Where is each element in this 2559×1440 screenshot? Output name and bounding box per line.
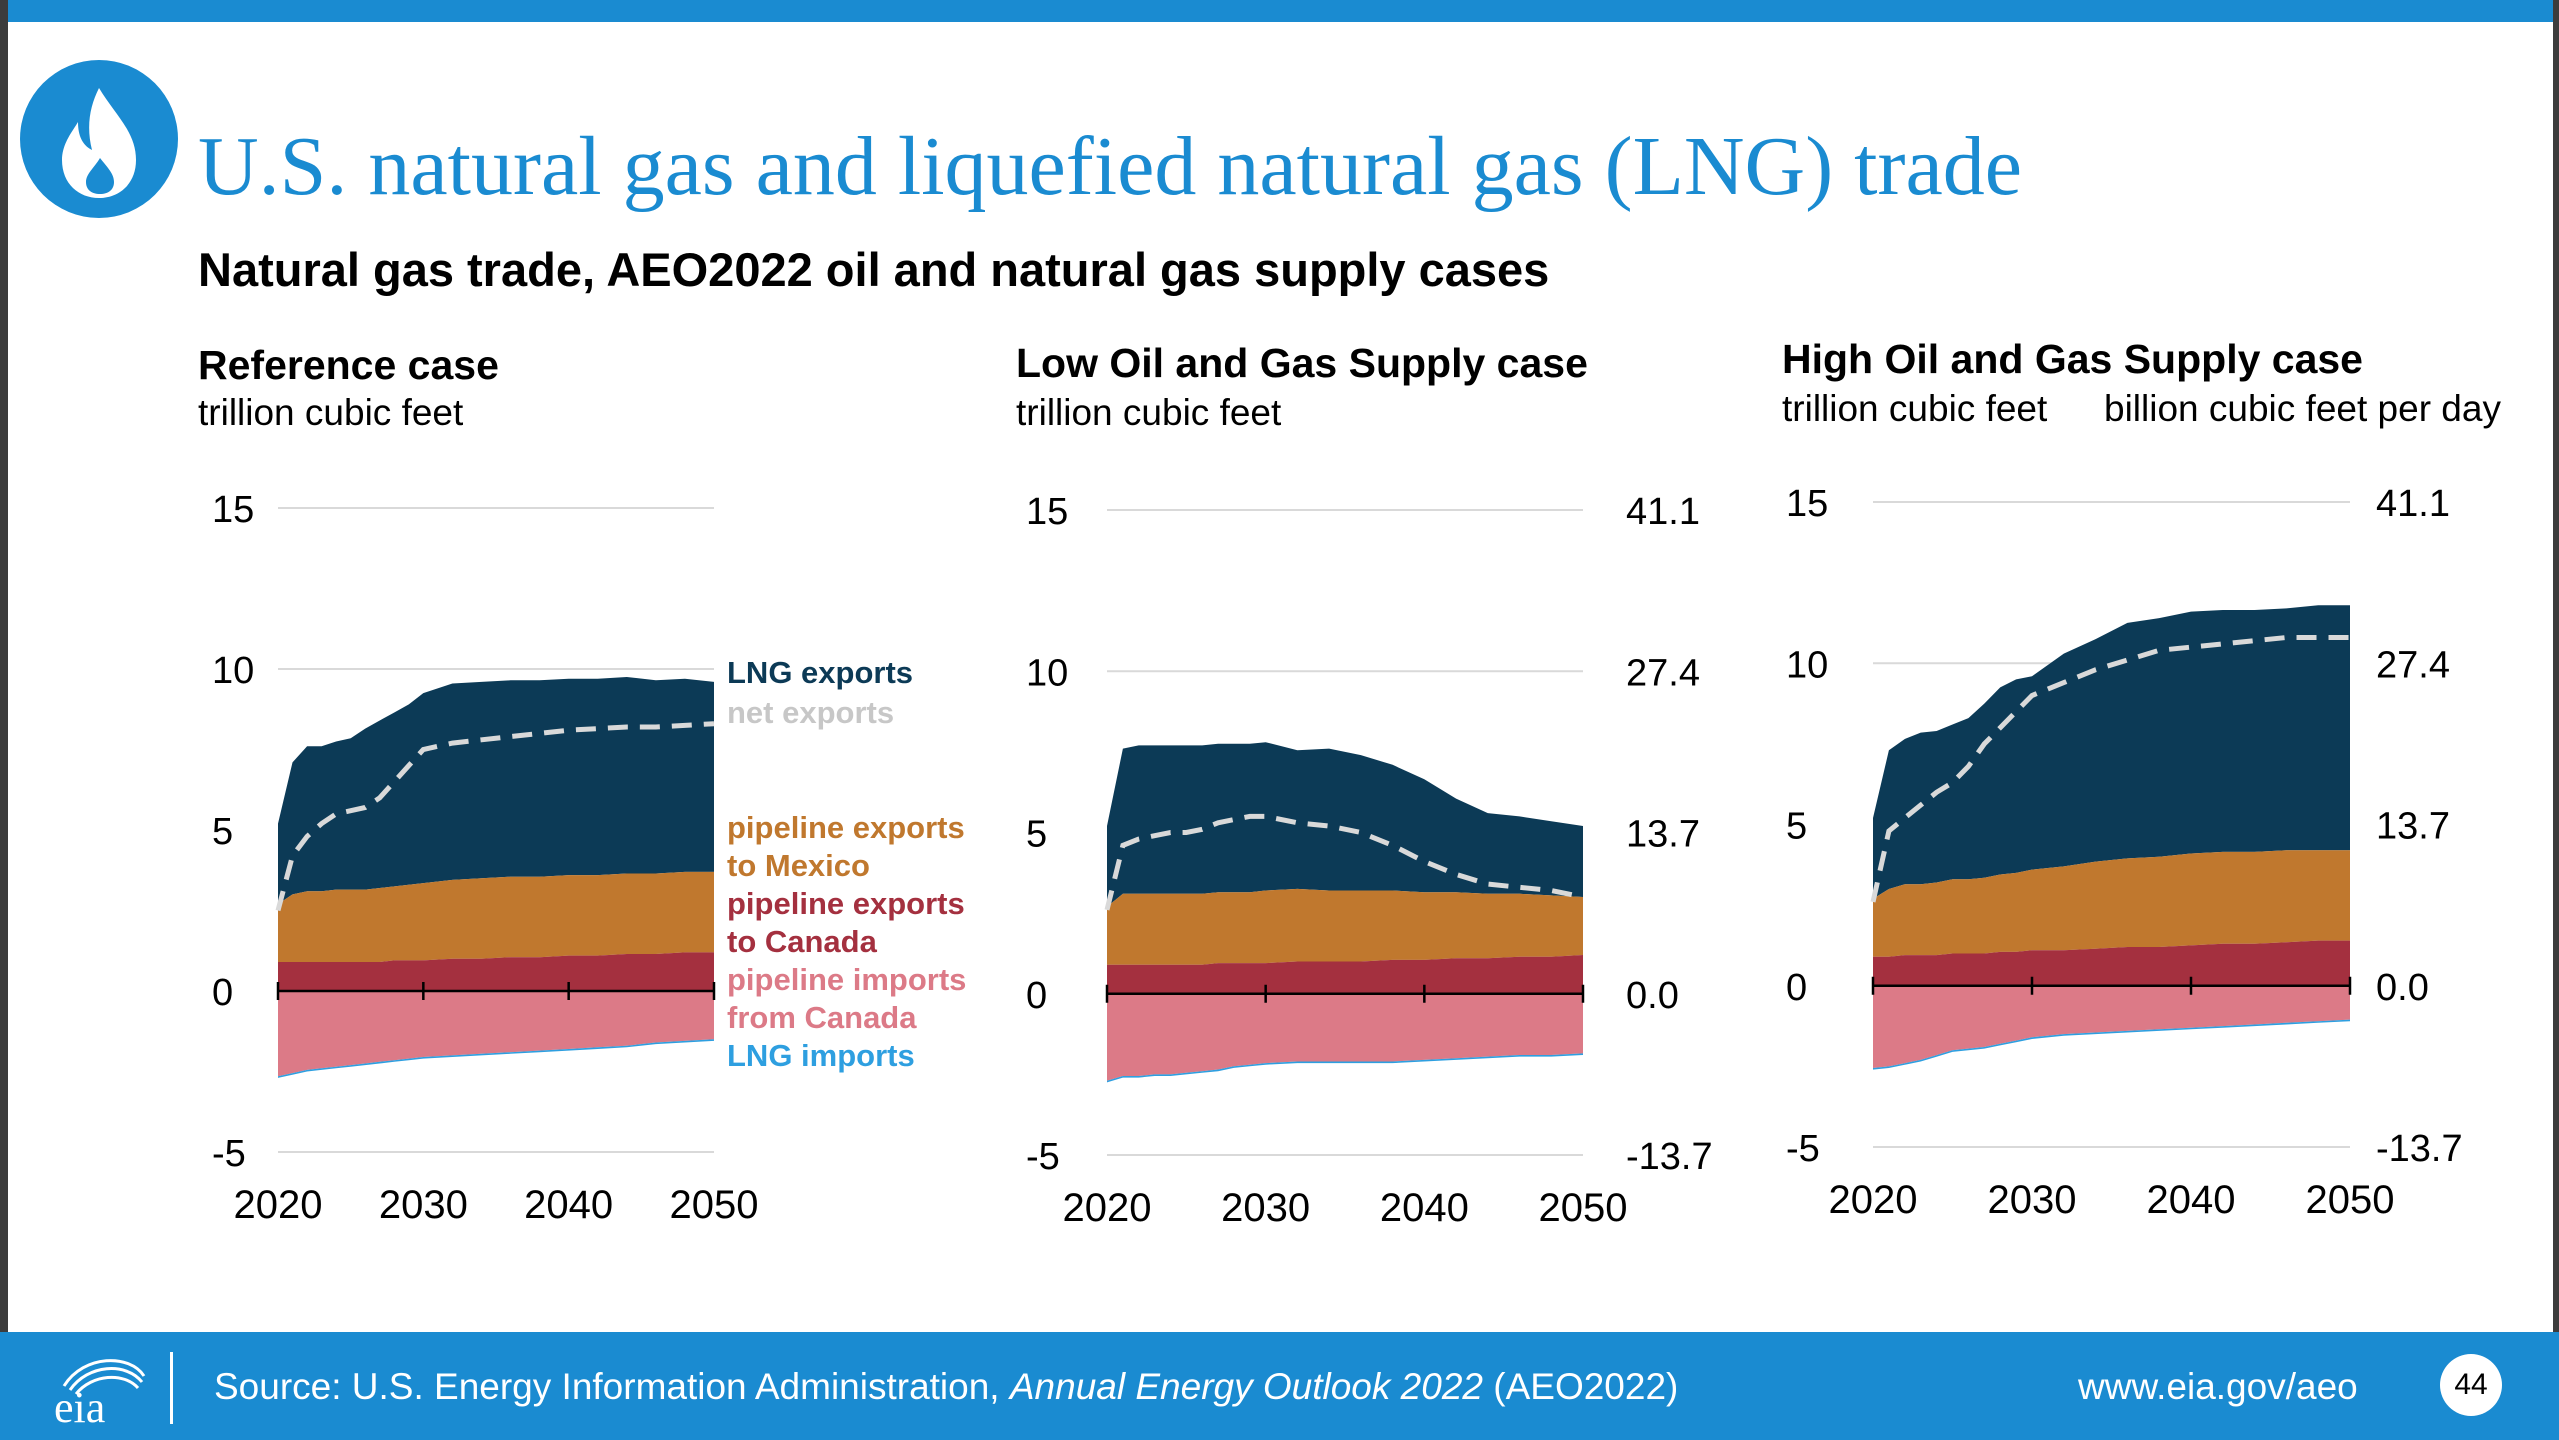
page-subtitle: Natural gas trade, AEO2022 oil and natur… bbox=[198, 243, 1550, 296]
x-tick-label: 2040 bbox=[524, 1183, 613, 1227]
area-lng-exports bbox=[1107, 742, 1583, 907]
legend-label: LNG imports bbox=[727, 1038, 915, 1073]
area-pipeline-exports-mexico bbox=[278, 871, 714, 962]
y-tick-label: 5 bbox=[212, 811, 233, 853]
legend-label: LNG exports bbox=[727, 655, 913, 690]
y-tick-label: 15 bbox=[1786, 483, 1828, 525]
website-link[interactable]: www.eia.gov/aeo bbox=[2078, 1366, 2358, 1407]
chart-panel-1: 15 10 5 0 -5 2020 2030 2040 2050 bbox=[212, 489, 758, 1227]
y-tick-label: -5 bbox=[1026, 1136, 1060, 1178]
area-lng-exports bbox=[1873, 605, 2350, 899]
y-right-tick-label: 13.7 bbox=[2376, 806, 2450, 848]
y-tick-label: 0 bbox=[1786, 967, 1807, 1009]
y-right-tick-label: 41.1 bbox=[1626, 491, 1700, 533]
x-tick-label: 2040 bbox=[2147, 1178, 2236, 1222]
y-right-tick-label: -13.7 bbox=[2376, 1128, 2463, 1170]
line-net-exports bbox=[1870, 635, 2350, 903]
area-pipeline-imports-canada bbox=[278, 991, 714, 1077]
x-tick-label: 2030 bbox=[379, 1183, 468, 1227]
panel-title-reference: Reference case bbox=[198, 342, 499, 388]
legend-label: pipeline exports bbox=[727, 810, 965, 845]
x-tick-label: 2050 bbox=[1539, 1186, 1628, 1230]
chart-panel-2: 15 10 5 0 -5 41.1 27.4 13.7 0.0 -13.7 2020 2030 2040… bbox=[1026, 491, 1713, 1230]
area-pipeline-exports-canada bbox=[1107, 955, 1583, 994]
chart-panel-3: 15 10 5 0 -5 41.1 27.4 13.7 0.0 -13.7 2020 2030 2040… bbox=[1786, 483, 2463, 1222]
page-title: U.S. natural gas and liquefied natural g… bbox=[198, 120, 2023, 213]
line-net-exports bbox=[1104, 813, 1584, 911]
legend-label: to Canada bbox=[727, 924, 878, 959]
x-tick-label: 2020 bbox=[1829, 1178, 1918, 1222]
panel-unit-low-supply: trillion cubic feet bbox=[1016, 392, 1282, 433]
legend-label: to Mexico bbox=[727, 848, 870, 883]
area-lng-imports bbox=[1107, 1053, 1583, 1083]
panel-title-low-supply: Low Oil and Gas Supply case bbox=[1016, 340, 1588, 386]
y-tick-label: 0 bbox=[212, 972, 233, 1014]
y-tick-label: 10 bbox=[1786, 644, 1828, 686]
x-tick-label: 2050 bbox=[670, 1183, 759, 1227]
area-pipeline-exports-canada bbox=[278, 952, 714, 991]
gas-flame-icon bbox=[20, 60, 178, 218]
panel-title-high-supply: High Oil and Gas Supply case bbox=[1782, 336, 2363, 382]
legend-label: net exports bbox=[727, 695, 894, 730]
y-tick-label: 15 bbox=[1026, 491, 1068, 533]
y-right-tick-label: -13.7 bbox=[1626, 1136, 1713, 1178]
x-tick-label: 2040 bbox=[1380, 1186, 1469, 1230]
source-prefix: Source: U.S. Energy Information Administ… bbox=[214, 1366, 1010, 1407]
y-right-tick-label: 41.1 bbox=[2376, 483, 2450, 525]
area-pipeline-exports-mexico bbox=[1873, 850, 2350, 957]
source-note: Source: U.S. Energy Information Administ… bbox=[214, 1366, 1678, 1408]
y-right-tick-label: 27.4 bbox=[1626, 652, 1700, 694]
legend-label: from Canada bbox=[727, 1000, 917, 1035]
x-tick-label: 2020 bbox=[234, 1183, 323, 1227]
panel-unit-right-high-supply: billion cubic feet per day bbox=[2104, 388, 2501, 429]
y-tick-label: -5 bbox=[1786, 1128, 1820, 1170]
y-tick-label: 5 bbox=[1026, 814, 1047, 856]
area-lng-exports bbox=[278, 677, 714, 905]
top-accent-bar bbox=[0, 0, 2559, 22]
area-pipeline-imports-canada bbox=[1873, 985, 2350, 1068]
area-pipeline-imports-canada bbox=[1107, 993, 1583, 1081]
right-border bbox=[2553, 0, 2559, 1440]
source-suffix: (AEO2022) bbox=[1482, 1366, 1679, 1407]
y-right-tick-label: 0.0 bbox=[1626, 975, 1679, 1017]
y-right-tick-label: 0.0 bbox=[2376, 967, 2429, 1009]
page-number: 44 bbox=[2440, 1354, 2502, 1416]
y-tick-label: 10 bbox=[1026, 652, 1068, 694]
area-pipeline-exports-mexico bbox=[1107, 888, 1583, 965]
y-right-tick-label: 27.4 bbox=[2376, 644, 2450, 686]
y-tick-label: 10 bbox=[212, 650, 254, 692]
area-lng-imports bbox=[278, 1039, 714, 1078]
x-tick-label: 2020 bbox=[1063, 1186, 1152, 1230]
panel-unit-reference: trillion cubic feet bbox=[198, 392, 464, 433]
y-tick-label: -5 bbox=[212, 1133, 246, 1175]
eia-logo: eia bbox=[44, 1346, 154, 1432]
x-tick-label: 2030 bbox=[1988, 1178, 2077, 1222]
panel-unit-high-supply: trillion cubic feet bbox=[1782, 388, 2048, 429]
line-net-exports bbox=[275, 721, 715, 912]
y-tick-label: 15 bbox=[212, 489, 254, 531]
y-right-tick-label: 13.7 bbox=[1626, 814, 1700, 856]
eia-logo-text: eia bbox=[54, 1383, 105, 1428]
x-tick-label: 2050 bbox=[2306, 1178, 2395, 1222]
legend-label: pipeline exports bbox=[727, 886, 965, 921]
footer-divider bbox=[170, 1352, 173, 1424]
left-border bbox=[0, 0, 8, 1440]
x-tick-label: 2030 bbox=[1221, 1186, 1310, 1230]
footer-bar: eia Source: U.S. Energy Information Admi… bbox=[0, 1332, 2559, 1440]
y-tick-label: 5 bbox=[1786, 806, 1807, 848]
y-tick-label: 0 bbox=[1026, 975, 1047, 1017]
legend-label: pipeline imports bbox=[727, 962, 966, 997]
area-pipeline-exports-canada bbox=[1873, 940, 2350, 986]
source-publication: Annual Energy Outlook 2022 bbox=[1009, 1366, 1483, 1407]
